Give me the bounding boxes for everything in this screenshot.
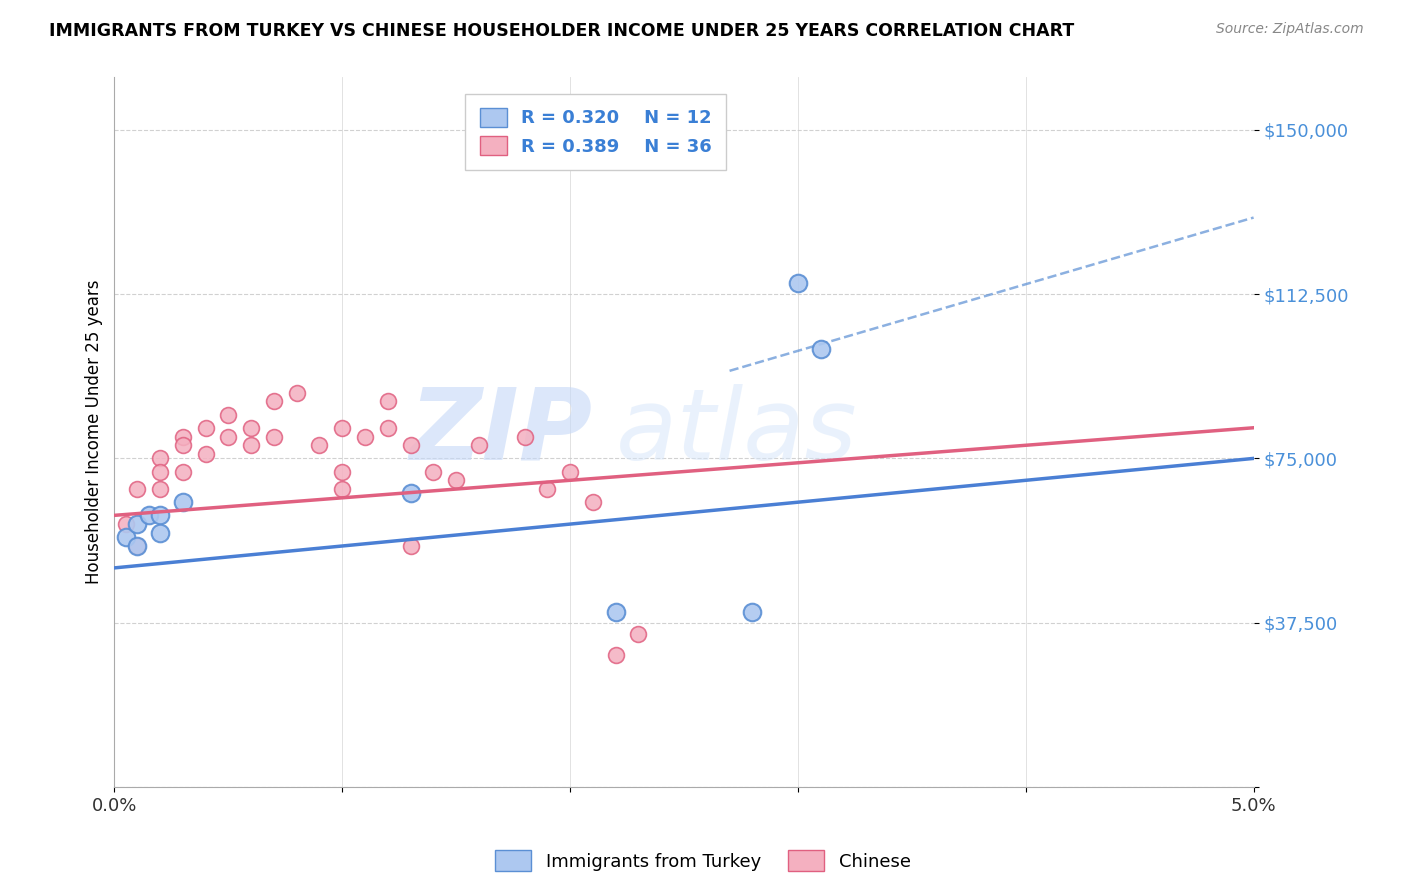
Point bbox=[240, 438, 263, 452]
Point bbox=[127, 482, 149, 496]
Point bbox=[330, 482, 353, 496]
Point bbox=[605, 605, 627, 619]
Point bbox=[468, 438, 491, 452]
Point bbox=[149, 508, 172, 523]
Point bbox=[330, 465, 353, 479]
Point bbox=[127, 539, 149, 553]
Point bbox=[127, 517, 149, 532]
Point bbox=[377, 394, 399, 409]
Point bbox=[172, 429, 194, 443]
Point bbox=[513, 429, 536, 443]
Point bbox=[605, 648, 627, 663]
Point bbox=[741, 605, 763, 619]
Point bbox=[263, 394, 285, 409]
Point bbox=[285, 385, 308, 400]
Point bbox=[627, 626, 650, 640]
Text: ZIP: ZIP bbox=[411, 384, 593, 481]
Point bbox=[149, 451, 172, 466]
Point bbox=[172, 465, 194, 479]
Point bbox=[558, 465, 581, 479]
Point bbox=[240, 421, 263, 435]
Point bbox=[810, 342, 832, 356]
Point bbox=[149, 465, 172, 479]
Point bbox=[536, 482, 558, 496]
Point bbox=[399, 486, 422, 500]
Point bbox=[330, 421, 353, 435]
Legend: R = 0.320    N = 12, R = 0.389    N = 36: R = 0.320 N = 12, R = 0.389 N = 36 bbox=[465, 94, 727, 170]
Point bbox=[217, 408, 239, 422]
Point bbox=[354, 429, 377, 443]
Point bbox=[114, 517, 136, 532]
Point bbox=[138, 508, 160, 523]
Text: Source: ZipAtlas.com: Source: ZipAtlas.com bbox=[1216, 22, 1364, 37]
Point bbox=[127, 539, 149, 553]
Point bbox=[308, 438, 330, 452]
Point bbox=[582, 495, 605, 509]
Point bbox=[149, 525, 172, 540]
Point bbox=[399, 438, 422, 452]
Legend: Immigrants from Turkey, Chinese: Immigrants from Turkey, Chinese bbox=[488, 843, 918, 879]
Text: IMMIGRANTS FROM TURKEY VS CHINESE HOUSEHOLDER INCOME UNDER 25 YEARS CORRELATION : IMMIGRANTS FROM TURKEY VS CHINESE HOUSEH… bbox=[49, 22, 1074, 40]
Point bbox=[194, 421, 217, 435]
Point bbox=[422, 465, 444, 479]
Point bbox=[149, 482, 172, 496]
Point bbox=[217, 429, 239, 443]
Point bbox=[263, 429, 285, 443]
Point bbox=[114, 530, 136, 544]
Text: atlas: atlas bbox=[616, 384, 858, 481]
Point bbox=[172, 495, 194, 509]
Point bbox=[194, 447, 217, 461]
Point bbox=[172, 438, 194, 452]
Point bbox=[399, 539, 422, 553]
Point bbox=[444, 473, 467, 487]
Point bbox=[787, 277, 810, 291]
Point bbox=[377, 421, 399, 435]
Y-axis label: Householder Income Under 25 years: Householder Income Under 25 years bbox=[86, 280, 103, 584]
